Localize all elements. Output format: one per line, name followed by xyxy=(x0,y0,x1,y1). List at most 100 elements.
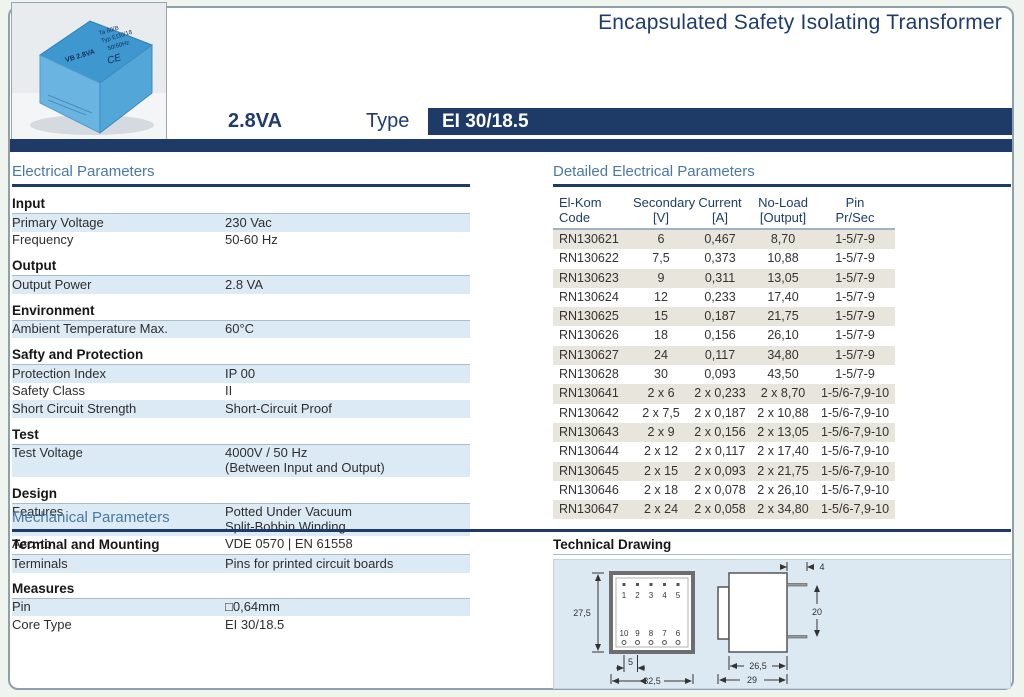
pin-number: 8 xyxy=(649,629,654,638)
cell-code: RN130641 xyxy=(559,386,619,401)
param-label: Acc. to xyxy=(12,536,52,551)
technical-drawing-panel: 1 2 3 4 5 10 9 8 7 6 xyxy=(553,559,1011,689)
cell-current: 0,467 xyxy=(704,232,736,246)
table-row: RN130643 2 x 9 2 x 0,156 2 x 13,05 1-5/6… xyxy=(553,422,895,443)
param-row: Safety Class II xyxy=(12,383,470,401)
cell-code: RN130624 xyxy=(559,289,619,304)
param-value: Pins for printed circuit boards xyxy=(225,555,394,571)
header-divider-bar xyxy=(10,139,1012,152)
column-header: Current [A] xyxy=(698,195,742,225)
param-value: 4000V / 50 Hz (Between Input and Output) xyxy=(225,445,385,475)
cell-pin: 1-5/7-9 xyxy=(835,347,875,362)
table-row: RN130645 2 x 15 2 x 0,093 2 x 21,75 1-5/… xyxy=(553,461,895,481)
cell-code: RN130646 xyxy=(559,482,619,497)
cell-current: 0,117 xyxy=(704,347,736,362)
cell-secondary: 2 x 18 xyxy=(643,482,679,497)
cell-pin: 1-5/7-9 xyxy=(835,309,875,324)
cell-secondary: 2 x 15 xyxy=(643,463,679,478)
param-label: Pin xyxy=(12,599,31,614)
cell-noload: 21,75 xyxy=(767,309,799,324)
cell-noload: 26,10 xyxy=(767,328,799,343)
cell-noload: 2 x 26,10 xyxy=(757,482,809,497)
cell-secondary: 9 xyxy=(657,270,665,285)
param-value: VDE 0570 | EN 61558 xyxy=(225,536,353,551)
pin-number: 7 xyxy=(662,629,667,638)
param-row: Acc. to VDE 0570 | EN 61558 xyxy=(12,536,470,554)
section-safety-protection: Safty and Protection Protection Index IP… xyxy=(12,345,470,418)
transformer-photo-illustration: Ta 60/B Typ EI30/18 VB 2.8VA 50/60Hz CE xyxy=(12,3,166,139)
dim-depth: 26,5 xyxy=(749,661,767,671)
param-label: Output Power xyxy=(12,276,92,292)
side-view-pin-top xyxy=(786,583,808,587)
section-title: Test xyxy=(12,425,470,445)
cell-noload: 43,50 xyxy=(767,367,799,382)
cell-secondary: 2 x 9 xyxy=(647,424,675,439)
cell-pin: 1-5/6-7,9-10 xyxy=(820,386,890,401)
cell-noload: 8,70 xyxy=(770,232,796,246)
param-row: Primary Voltage 230 Vac xyxy=(12,214,470,232)
section-test: Test Test Voltage 4000V / 50 Hz (Between… xyxy=(12,425,470,477)
cell-pin: 1-5/7-9 xyxy=(835,328,875,343)
pin-number: 3 xyxy=(649,591,654,600)
cell-current: 0,311 xyxy=(704,270,736,285)
param-value: 50-60 Hz xyxy=(225,232,278,247)
param-row: Short Circuit Strength Short-Circuit Pro… xyxy=(12,400,470,418)
param-row: Pin □0,64mm xyxy=(12,598,470,616)
cell-code: RN130621 xyxy=(559,232,619,246)
table-row: RN130641 2 x 6 2 x 0,233 2 x 8,70 1-5/6-… xyxy=(553,384,895,404)
section-title: Terminal and Mounting xyxy=(12,535,470,555)
cell-code: RN130644 xyxy=(559,444,619,459)
technical-drawing: 1 2 3 4 5 10 9 8 7 6 xyxy=(573,562,825,686)
param-label: Short Circuit Strength xyxy=(12,400,137,416)
cell-code: RN130626 xyxy=(559,328,619,343)
param-value: □0,64mm xyxy=(225,599,280,614)
cell-current: 0,373 xyxy=(704,251,736,266)
section-output: Output Output Power 2.8 VA xyxy=(12,256,470,294)
section-input: Input Primary Voltage 230 Vac Frequency … xyxy=(12,194,470,249)
pin-number: 10 xyxy=(620,629,629,638)
cell-noload: 2 x 17,40 xyxy=(757,444,809,459)
cell-code: RN130622 xyxy=(559,251,619,266)
pin-number: 5 xyxy=(676,591,681,600)
cell-secondary: 15 xyxy=(654,309,668,324)
cell-current: 0,187 xyxy=(704,309,736,324)
type-value-badge: EI 30/18.5 xyxy=(428,108,1012,135)
type-label: Type xyxy=(366,110,410,132)
side-view-flange xyxy=(717,586,730,640)
cell-code: RN130625 xyxy=(559,309,619,324)
param-value: II xyxy=(225,383,233,398)
table-body: RN130621 6 0,467 8,70 1-5/7-9 RN130622 7… xyxy=(553,230,895,520)
cell-pin: 1-5/6-7,9-10 xyxy=(820,502,890,517)
param-value: EI 30/18.5 xyxy=(225,616,285,632)
cell-current: 2 x 0,093 xyxy=(694,463,746,478)
param-label: Safety Class xyxy=(12,383,85,398)
section-title: Safty and Protection xyxy=(12,345,470,365)
cell-noload: 34,80 xyxy=(767,347,799,362)
column-header: El-Kom Code xyxy=(559,195,602,225)
param-label: Core Type xyxy=(12,616,72,632)
terminal-mounting-section: Terminal and Mounting Terminals Pins for… xyxy=(12,533,470,634)
param-label: Ambient Temperature Max. xyxy=(12,321,168,336)
dim-depth-total: 29 xyxy=(747,675,757,685)
section-title: Output xyxy=(12,256,470,276)
photo-text-ta: Ta 60/B xyxy=(98,25,119,37)
param-label: Test Voltage xyxy=(12,445,83,460)
pin-number: 1 xyxy=(622,591,627,600)
table-row: RN130624 12 0,233 17,40 1-5/7-9 xyxy=(553,288,895,307)
dim-pin-span: 20 xyxy=(812,607,822,617)
section-title: Design xyxy=(12,484,470,504)
section-title: Environment xyxy=(12,301,470,321)
param-value: 2.8 VA xyxy=(225,276,264,292)
param-label: Frequency xyxy=(12,232,74,247)
cell-secondary: 30 xyxy=(654,367,668,382)
cell-code: RN130628 xyxy=(559,367,619,382)
param-value: 230 Vac xyxy=(225,214,272,230)
cell-current: 2 x 0,156 xyxy=(694,424,746,439)
table-row: RN130627 24 0,117 34,80 1-5/7-9 xyxy=(553,345,895,366)
param-value: IP 00 xyxy=(225,365,256,381)
electrical-parameters-heading: Electrical Parameters xyxy=(12,163,470,187)
cell-noload: 10,88 xyxy=(767,251,799,266)
cell-code: RN130645 xyxy=(559,463,619,478)
table-header-row: El-Kom Code Secondary [V] Current [A] No… xyxy=(553,195,895,230)
